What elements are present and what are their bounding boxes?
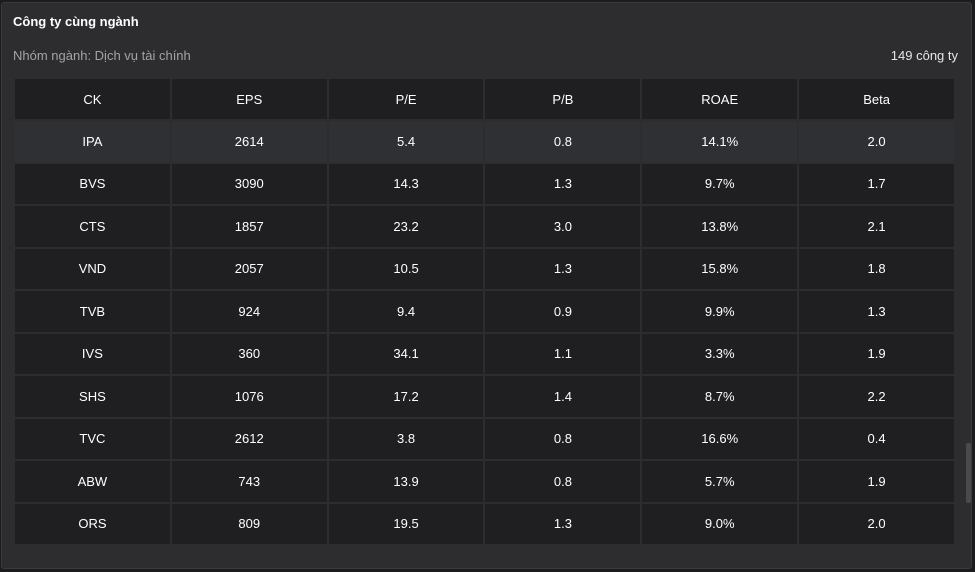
peer-table-container[interactable]: CK EPS P/E P/B ROAE Beta IPA 2614 5.4 0.8 14… — [13, 77, 956, 567]
table-row[interactable]: VND 2057 10.5 1.3 15.8% 1.8 — [15, 248, 954, 289]
cell-pb: 1.3 — [485, 503, 641, 544]
cell-eps: 1857 — [171, 206, 327, 247]
cell-roae: 8.7% — [642, 376, 798, 417]
table-row[interactable]: ORS 809 19.5 1.3 9.0% 2.0 — [15, 503, 954, 544]
table-row[interactable]: TVC 2612 3.8 0.8 16.6% 0.4 — [15, 418, 954, 459]
cell-roae: 13.8% — [642, 206, 798, 247]
cell-beta: 2.1 — [799, 206, 954, 247]
cell-eps: 809 — [171, 503, 327, 544]
cell-pb: 1.3 — [485, 248, 641, 289]
cell-pb: 3.0 — [485, 206, 641, 247]
cell-pb: 1.1 — [485, 333, 641, 374]
cell-eps: 1076 — [171, 376, 327, 417]
cell-beta: 1.9 — [799, 461, 954, 502]
cell-beta: 1.3 — [799, 291, 954, 332]
table-row[interactable]: IVS 360 34.1 1.1 3.3% 1.9 — [15, 333, 954, 374]
cell-beta: 2.0 — [799, 121, 954, 162]
column-header-pb[interactable]: P/B — [485, 79, 641, 119]
column-header-pe[interactable]: P/E — [328, 79, 484, 119]
cell-beta: 1.8 — [799, 248, 954, 289]
table-row[interactable]: IPA 2614 5.4 0.8 14.1% 2.0 — [15, 121, 954, 162]
cell-eps: 3090 — [171, 163, 327, 204]
cell-ck[interactable]: ORS — [15, 503, 170, 544]
table-row[interactable]: CTS 1857 23.2 3.0 13.8% 2.1 — [15, 206, 954, 247]
cell-ck[interactable]: IVS — [15, 333, 170, 374]
cell-eps: 743 — [171, 461, 327, 502]
cell-pe: 17.2 — [328, 376, 484, 417]
cell-pe: 10.5 — [328, 248, 484, 289]
vertical-scrollbar[interactable] — [966, 443, 971, 503]
cell-eps: 360 — [171, 333, 327, 374]
column-header-eps[interactable]: EPS — [171, 79, 327, 119]
column-header-roae[interactable]: ROAE — [642, 79, 798, 119]
cell-pb: 1.3 — [485, 163, 641, 204]
cell-pe: 34.1 — [328, 333, 484, 374]
cell-pb: 1.4 — [485, 376, 641, 417]
cell-ck[interactable]: BVS — [15, 163, 170, 204]
cell-roae: 9.9% — [642, 291, 798, 332]
industry-group-label: Nhóm ngành: Dịch vụ tài chính — [13, 48, 191, 63]
table-header-row: CK EPS P/E P/B ROAE Beta — [15, 79, 954, 119]
cell-pb: 0.9 — [485, 291, 641, 332]
cell-pe: 9.4 — [328, 291, 484, 332]
cell-ck[interactable]: VND — [15, 248, 170, 289]
cell-beta: 1.9 — [799, 333, 954, 374]
cell-eps: 924 — [171, 291, 327, 332]
cell-pe: 19.5 — [328, 503, 484, 544]
cell-pe: 13.9 — [328, 461, 484, 502]
peer-table: CK EPS P/E P/B ROAE Beta IPA 2614 5.4 0.8 14… — [13, 77, 956, 546]
cell-roae: 16.6% — [642, 418, 798, 459]
table-row[interactable]: SHS 1076 17.2 1.4 8.7% 2.2 — [15, 376, 954, 417]
company-count: 149 công ty — [890, 48, 958, 63]
table-row[interactable]: TVB 924 9.4 0.9 9.9% 1.3 — [15, 291, 954, 332]
cell-pe: 23.2 — [328, 206, 484, 247]
cell-beta: 2.2 — [799, 376, 954, 417]
cell-ck[interactable]: TVB — [15, 291, 170, 332]
cell-beta: 0.4 — [799, 418, 954, 459]
cell-roae: 15.8% — [642, 248, 798, 289]
cell-pe: 14.3 — [328, 163, 484, 204]
cell-ck[interactable]: TVC — [15, 418, 170, 459]
cell-roae: 14.1% — [642, 121, 798, 162]
cell-pe: 3.8 — [328, 418, 484, 459]
cell-beta: 1.7 — [799, 163, 954, 204]
column-header-ck[interactable]: CK — [15, 79, 170, 119]
cell-pe: 5.4 — [328, 121, 484, 162]
cell-roae: 9.7% — [642, 163, 798, 204]
cell-pb: 0.8 — [485, 418, 641, 459]
cell-eps: 2614 — [171, 121, 327, 162]
cell-ck[interactable]: IPA — [15, 121, 170, 162]
cell-ck[interactable]: ABW — [15, 461, 170, 502]
cell-ck[interactable]: SHS — [15, 376, 170, 417]
cell-ck[interactable]: CTS — [15, 206, 170, 247]
cell-eps: 2612 — [171, 418, 327, 459]
cell-roae: 3.3% — [642, 333, 798, 374]
cell-pb: 0.8 — [485, 461, 641, 502]
table-row[interactable]: ABW 743 13.9 0.8 5.7% 1.9 — [15, 461, 954, 502]
cell-roae: 5.7% — [642, 461, 798, 502]
cell-eps: 2057 — [171, 248, 327, 289]
table-row[interactable]: BVS 3090 14.3 1.3 9.7% 1.7 — [15, 163, 954, 204]
panel-title: Công ty cùng ngành — [13, 14, 139, 29]
cell-beta: 2.0 — [799, 503, 954, 544]
cell-roae: 9.0% — [642, 503, 798, 544]
cell-pb: 0.8 — [485, 121, 641, 162]
column-header-beta[interactable]: Beta — [799, 79, 954, 119]
